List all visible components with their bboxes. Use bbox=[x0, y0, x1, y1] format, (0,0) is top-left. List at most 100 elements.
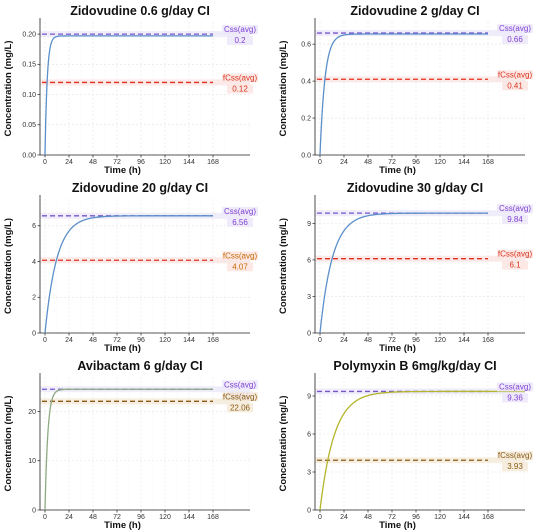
y-axis-label: Concentration (mg/L) bbox=[3, 395, 14, 491]
x-tick-label: 0 bbox=[318, 514, 322, 521]
x-axis-label: Time (h) bbox=[104, 343, 141, 354]
concentration-curve bbox=[319, 33, 488, 155]
reference-band bbox=[40, 79, 250, 86]
reference-name-label: fCss(avg) bbox=[223, 73, 258, 82]
y-tick-label: 0.10 bbox=[22, 92, 36, 99]
reference-value-label: 6.56 bbox=[232, 218, 248, 227]
reference-band bbox=[315, 76, 525, 83]
x-tick-label: 144 bbox=[458, 337, 470, 344]
annotation-background bbox=[502, 393, 528, 403]
chart-panel: Zidovudine 2 g/day CI 0 24 48 72 96 120 144 168 0… bbox=[278, 4, 533, 176]
reference-value-label: 0.2 bbox=[234, 36, 246, 45]
x-tick-label: 96 bbox=[137, 159, 145, 166]
x-tick-label: 168 bbox=[482, 337, 494, 344]
reference-value-label: 0.12 bbox=[232, 84, 248, 93]
reference-name-label: fCss(avg) bbox=[498, 70, 533, 79]
reference-value-label: 22.06 bbox=[230, 403, 251, 412]
y-tick-label: 10 bbox=[28, 458, 36, 465]
x-tick-label: 48 bbox=[364, 159, 372, 166]
y-axis-label: Concentration (mg/L) bbox=[278, 40, 289, 136]
reference-band bbox=[315, 30, 525, 37]
y-tick-label: 6 bbox=[307, 257, 311, 264]
reference-name-label: Css(avg) bbox=[224, 380, 256, 389]
x-tick-label: 120 bbox=[434, 337, 446, 344]
reference-value-label: 9.36 bbox=[507, 393, 523, 402]
x-tick-label: 120 bbox=[434, 159, 446, 166]
x-tick-label: 144 bbox=[458, 514, 470, 521]
concentration-curve bbox=[319, 212, 488, 334]
y-axis-label: Concentration (mg/L) bbox=[3, 218, 14, 314]
reference-name-label: Css(avg) bbox=[499, 382, 531, 391]
annotation-background bbox=[497, 70, 533, 80]
chart-title: Avibactam 6 g/day CI bbox=[77, 359, 202, 373]
x-axis-label: Time (h) bbox=[104, 165, 141, 176]
x-tick-label: 72 bbox=[388, 514, 396, 521]
y-axis-label: Concentration (mg/L) bbox=[3, 40, 14, 136]
x-tick-label: 24 bbox=[340, 159, 348, 166]
y-tick-label: 0.4 bbox=[301, 79, 311, 86]
x-tick-label: 120 bbox=[159, 159, 171, 166]
chart-title: Zidovudine 0.6 g/day CI bbox=[70, 4, 210, 18]
y-tick-label: 9 bbox=[307, 393, 311, 400]
annotation-background bbox=[497, 24, 533, 34]
annotation-background bbox=[222, 206, 258, 216]
x-tick-label: 24 bbox=[340, 514, 348, 521]
annotation-background bbox=[222, 392, 258, 402]
annotation-background bbox=[227, 84, 253, 94]
x-tick-label: 48 bbox=[89, 337, 97, 344]
reference-band bbox=[40, 257, 250, 264]
annotation-background bbox=[222, 251, 258, 261]
x-tick-label: 96 bbox=[137, 514, 145, 521]
x-axis-label: Time (h) bbox=[104, 520, 141, 531]
y-tick-label: 3 bbox=[307, 469, 311, 476]
concentration-curve bbox=[319, 390, 525, 511]
reference-band bbox=[40, 398, 250, 405]
reference-value-label: 4.07 bbox=[232, 262, 248, 271]
y-tick-label: 4 bbox=[32, 259, 36, 266]
x-tick-label: 24 bbox=[65, 514, 73, 521]
reference-band bbox=[315, 457, 525, 464]
y-tick-label: 0.6 bbox=[301, 42, 311, 49]
annotation-background bbox=[227, 403, 253, 413]
x-axis-label: Time (h) bbox=[379, 165, 416, 176]
reference-name-label: fCss(avg) bbox=[498, 250, 533, 259]
y-tick-label: 0 bbox=[32, 330, 36, 337]
reference-band bbox=[315, 255, 525, 262]
y-tick-label: 0.20 bbox=[22, 31, 36, 38]
y-tick-label: 9 bbox=[307, 221, 311, 228]
annotation-background bbox=[227, 217, 253, 227]
reference-name-label: Css(avg) bbox=[499, 204, 531, 213]
y-tick-label: 20 bbox=[28, 409, 36, 416]
x-tick-label: 48 bbox=[364, 514, 372, 521]
concentration-curve bbox=[44, 215, 213, 334]
annotation-background bbox=[502, 81, 528, 91]
x-tick-label: 168 bbox=[207, 514, 219, 521]
y-tick-label: 6 bbox=[307, 431, 311, 438]
chart-title: Zidovudine 2 g/day CI bbox=[350, 4, 479, 18]
annotation-background bbox=[227, 36, 253, 46]
y-tick-label: 0.00 bbox=[22, 152, 36, 159]
annotation-background bbox=[222, 380, 258, 390]
x-tick-label: 24 bbox=[340, 337, 348, 344]
annotation-background bbox=[222, 25, 258, 35]
x-tick-label: 24 bbox=[65, 337, 73, 344]
x-tick-label: 24 bbox=[65, 159, 73, 166]
chart-panel: Zidovudine 30 g/day CI0 24 48 72 96 120 144 168… bbox=[278, 181, 533, 354]
y-axis-label: Concentration (mg/L) bbox=[278, 218, 289, 314]
x-tick-label: 168 bbox=[207, 337, 219, 344]
x-tick-label: 96 bbox=[412, 159, 420, 166]
annotation-background bbox=[502, 35, 528, 45]
reference-name-label: Css(avg) bbox=[224, 25, 256, 34]
reference-name-label: fCss(avg) bbox=[498, 451, 533, 460]
y-tick-label: 0.15 bbox=[22, 62, 36, 69]
annotation-background bbox=[502, 462, 528, 472]
reference-name-label: Css(avg) bbox=[224, 207, 256, 216]
y-axis-label: Concentration (mg/L) bbox=[278, 395, 289, 491]
reference-value-label: 0.66 bbox=[507, 35, 523, 44]
annotation-background bbox=[497, 382, 533, 392]
x-axis-label: Time (h) bbox=[379, 343, 416, 354]
y-tick-label: 6 bbox=[32, 223, 36, 230]
concentration-curve bbox=[44, 388, 213, 510]
x-axis-label: Time (h) bbox=[379, 520, 416, 531]
